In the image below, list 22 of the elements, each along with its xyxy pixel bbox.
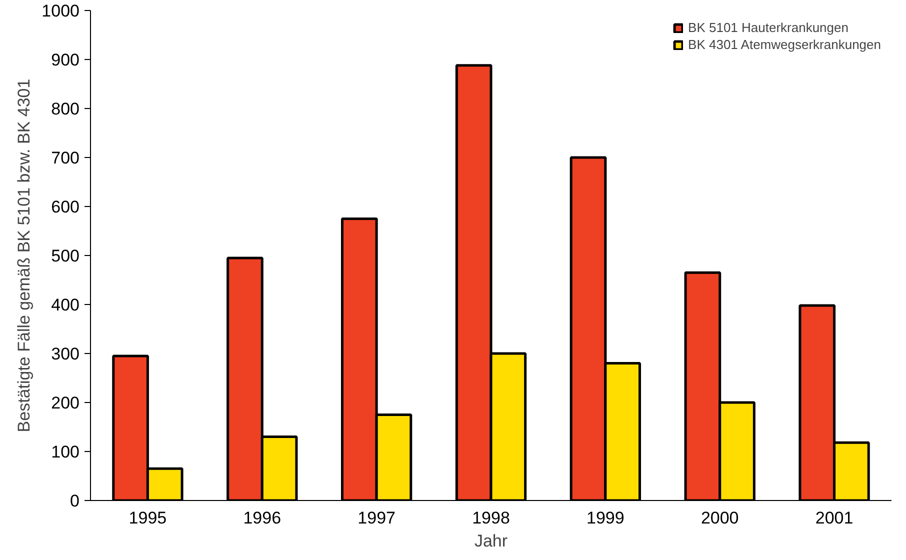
x-tick-label: 1995 (128, 508, 167, 528)
y-tick-label: 0 (70, 492, 80, 510)
x-tick-label: 2000 (700, 508, 739, 528)
y-tick-label: 200 (51, 394, 80, 412)
y-tick-label: 500 (51, 246, 80, 266)
y-tick-label: 700 (51, 148, 80, 168)
x-axis-title: Jahr (474, 532, 508, 550)
legend-label: BK 4301 Atemwegserkrankungen (688, 37, 881, 52)
y-tick-label: 100 (51, 442, 80, 462)
x-tick-label: 1998 (472, 508, 510, 528)
x-tick-label: 1999 (586, 508, 624, 528)
x-tick-label: 1996 (243, 508, 282, 528)
x-tick-label: 2001 (815, 508, 854, 528)
y-tick-label: 900 (51, 50, 80, 70)
legend-label: BK 5101 Hauterkrankungen (688, 20, 848, 35)
y-axis-title: Bestätigte Fälle gemäß BK 5101 bzw. BK 4301 (14, 78, 34, 432)
y-tick-label: 600 (51, 198, 80, 216)
y-tick-label: 300 (51, 344, 80, 364)
y-tick-label: 1000 (42, 2, 80, 20)
y-tick-label: 400 (51, 296, 80, 314)
y-tick-label: 800 (51, 100, 80, 118)
x-tick-label: 1997 (358, 508, 396, 528)
